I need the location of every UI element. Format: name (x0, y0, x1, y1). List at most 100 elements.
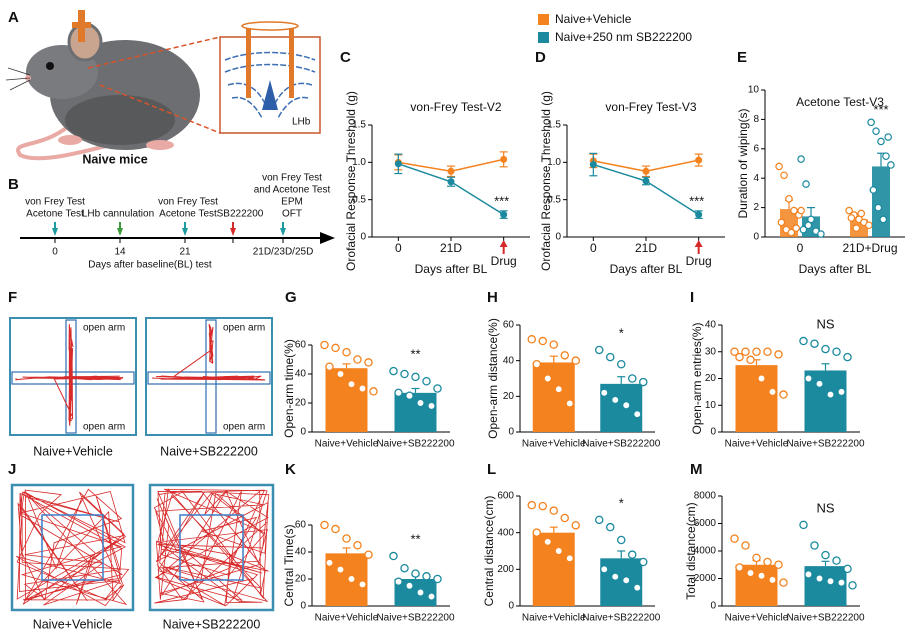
data-point (742, 348, 749, 355)
data-point (365, 551, 372, 558)
panel-letter: H (487, 289, 498, 306)
data-point (539, 502, 546, 509)
data-point (805, 375, 812, 382)
data-point (572, 522, 579, 529)
y-tick-label: 40 (295, 547, 307, 558)
data-point (612, 573, 619, 580)
data-point (348, 381, 355, 388)
data-point (390, 368, 397, 375)
timeline-event-label: von Frey Test (158, 197, 218, 208)
data-point (555, 386, 562, 393)
bar (533, 533, 575, 606)
y-tick-label: 10 (748, 85, 760, 96)
data-point (764, 348, 771, 355)
y-axis-label: Orofacial Response Threshold (g) (344, 91, 358, 271)
maze-caption: Naive+SB222200 (160, 444, 258, 458)
y-tick-label: 40 (503, 355, 515, 366)
data-point (533, 361, 540, 368)
data-point (811, 340, 818, 347)
data-point (533, 529, 540, 536)
timeline-day: 0 (52, 247, 58, 258)
bar (395, 393, 437, 432)
data-point (612, 396, 619, 403)
data-point (875, 204, 881, 210)
data-point (607, 524, 614, 531)
y-tick-label: 60 (295, 520, 307, 531)
y-tick-label: 0 (508, 427, 514, 438)
data-point (747, 569, 754, 576)
data-point (747, 356, 754, 363)
y-axis-label: Open-arm entries(%) (690, 322, 704, 434)
y-tick-label: 60 (503, 320, 515, 331)
x-tick-label: Naive+Vehicle (315, 613, 379, 624)
legend-label: Naive+250 nm SB222200 (555, 30, 692, 44)
y-tick-label: 600 (497, 491, 514, 502)
y-tick-label: 0 (555, 232, 561, 243)
significance: * (619, 495, 624, 510)
panel-letter: I (690, 289, 694, 306)
significance: *** (689, 193, 704, 208)
x-tick-label: 0 (797, 241, 804, 255)
x-tick-label: 21D (440, 241, 462, 255)
data-point (780, 391, 787, 398)
legend-swatch (538, 32, 549, 43)
data-point (395, 578, 402, 585)
panel-letter: M (690, 461, 703, 478)
data-point (629, 551, 636, 558)
data-point (769, 576, 776, 583)
data-point (566, 400, 573, 407)
timeline-event-label: SB222200 (217, 209, 264, 220)
data-point (528, 336, 535, 343)
y-tick-label: 0 (710, 427, 716, 438)
data-point (870, 187, 876, 193)
panel-letter: D (535, 49, 546, 66)
data-point (838, 388, 845, 395)
panel-letter: C (340, 49, 351, 66)
data-point (417, 399, 424, 406)
x-tick-label: 0 (590, 241, 597, 255)
mouse-caption: Naive mice (82, 152, 147, 166)
y-tick-label: 200 (497, 564, 514, 575)
data-point (434, 385, 441, 392)
significance: ** (410, 347, 420, 362)
data-point (873, 128, 879, 134)
data-point (423, 378, 430, 385)
y-axis-label: Open-arm time(%) (282, 339, 296, 438)
data-point (833, 557, 840, 564)
data-point (365, 359, 372, 366)
data-point (736, 354, 743, 361)
mouse-foot (146, 140, 174, 150)
timeline-event-label: von Frey Test (25, 197, 85, 208)
y-tick-label: 20 (705, 373, 717, 384)
data-point (800, 521, 807, 528)
x-axis-label: Days after BL (799, 262, 872, 276)
data-point (359, 385, 366, 392)
data-point (596, 346, 603, 353)
x-tick-label: Naive+Vehicle (522, 439, 586, 450)
data-point (544, 538, 551, 545)
data-point (778, 219, 784, 225)
bar (326, 368, 368, 432)
y-axis-label: Orofacial Response Threshold (g) (539, 91, 553, 271)
data-point (561, 514, 568, 521)
timeline-event-label: and Acetone Test (254, 185, 331, 196)
data-point (412, 373, 419, 380)
legend-label: Naive+Vehicle (555, 12, 632, 26)
data-point (643, 178, 650, 185)
data-point (401, 565, 408, 572)
region-label: LHb (292, 117, 311, 128)
y-axis-label: Duration of wiping(s) (736, 108, 750, 218)
data-point (833, 348, 840, 355)
data-point (634, 411, 641, 418)
x-tick-label: Naive+SB222200 (582, 613, 661, 624)
x-tick-label: Naive+SB222200 (582, 439, 661, 450)
data-point (623, 577, 630, 584)
data-point (822, 552, 829, 559)
significance: NS (816, 316, 834, 331)
data-point (417, 589, 424, 596)
data-point (803, 181, 809, 187)
data-point (822, 345, 829, 352)
data-point (811, 542, 818, 549)
data-point (781, 172, 787, 178)
panel-letter: F (8, 289, 17, 306)
